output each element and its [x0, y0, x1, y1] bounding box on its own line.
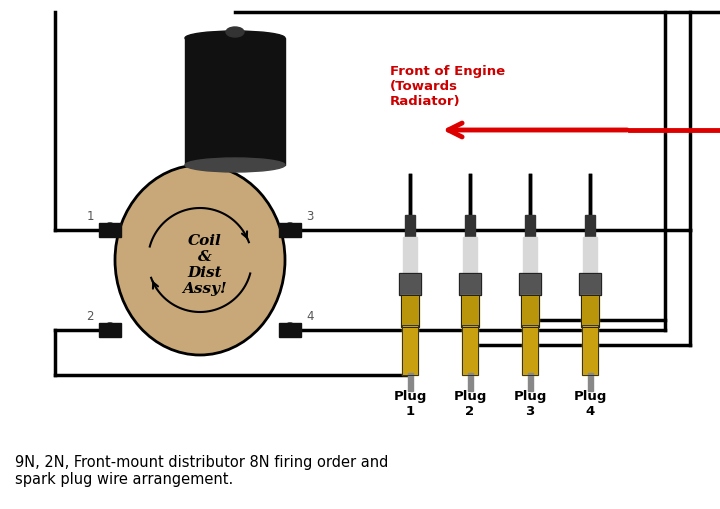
- Ellipse shape: [226, 27, 244, 37]
- Ellipse shape: [283, 223, 297, 237]
- Bar: [519, 273, 541, 295]
- Bar: [462, 325, 478, 375]
- Bar: [579, 273, 601, 295]
- Bar: [528, 373, 533, 391]
- Ellipse shape: [185, 31, 285, 45]
- Bar: [399, 273, 421, 295]
- Bar: [467, 373, 472, 391]
- Text: 9N, 2N, Front-mount distributor 8N firing order and
spark plug wire arrangement.: 9N, 2N, Front-mount distributor 8N firin…: [15, 455, 388, 488]
- Text: Coil
&
Dist
Assy!: Coil & Dist Assy!: [183, 234, 228, 296]
- Bar: [523, 237, 537, 275]
- Bar: [405, 215, 415, 237]
- Bar: [461, 295, 479, 327]
- Bar: [585, 215, 595, 237]
- Bar: [461, 295, 479, 327]
- Ellipse shape: [185, 158, 285, 172]
- Bar: [401, 295, 419, 327]
- Ellipse shape: [283, 323, 297, 337]
- Text: Plug
3: Plug 3: [513, 390, 546, 418]
- Text: 4: 4: [306, 309, 314, 323]
- Text: 2: 2: [86, 309, 94, 323]
- Bar: [279, 323, 301, 337]
- Bar: [463, 237, 477, 275]
- Bar: [581, 295, 599, 327]
- Bar: [579, 273, 601, 295]
- Text: Front of Engine
(Towards
Radiator): Front of Engine (Towards Radiator): [390, 65, 505, 108]
- Bar: [582, 325, 598, 375]
- Bar: [462, 325, 478, 375]
- Bar: [99, 323, 121, 337]
- Bar: [402, 325, 418, 375]
- Bar: [279, 223, 301, 237]
- Text: 3: 3: [306, 210, 314, 222]
- Ellipse shape: [103, 323, 117, 337]
- Text: Plug
2: Plug 2: [454, 390, 487, 418]
- Bar: [401, 295, 419, 327]
- Bar: [519, 273, 541, 295]
- Bar: [99, 223, 121, 237]
- Bar: [588, 373, 593, 391]
- Bar: [408, 373, 413, 391]
- Bar: [465, 215, 475, 237]
- Ellipse shape: [103, 223, 117, 237]
- Text: Plug
1: Plug 1: [393, 390, 427, 418]
- Bar: [403, 237, 417, 275]
- Text: 1: 1: [86, 210, 94, 222]
- Ellipse shape: [115, 165, 285, 355]
- Bar: [459, 273, 481, 295]
- Bar: [402, 325, 418, 375]
- Bar: [399, 273, 421, 295]
- Bar: [581, 295, 599, 327]
- Bar: [522, 325, 538, 375]
- Bar: [583, 237, 597, 275]
- Bar: [521, 295, 539, 327]
- Bar: [522, 325, 538, 375]
- Bar: [525, 215, 535, 237]
- Bar: [459, 273, 481, 295]
- Text: Plug
4: Plug 4: [573, 390, 607, 418]
- Bar: [185, 38, 285, 165]
- Bar: [582, 325, 598, 375]
- Bar: [521, 295, 539, 327]
